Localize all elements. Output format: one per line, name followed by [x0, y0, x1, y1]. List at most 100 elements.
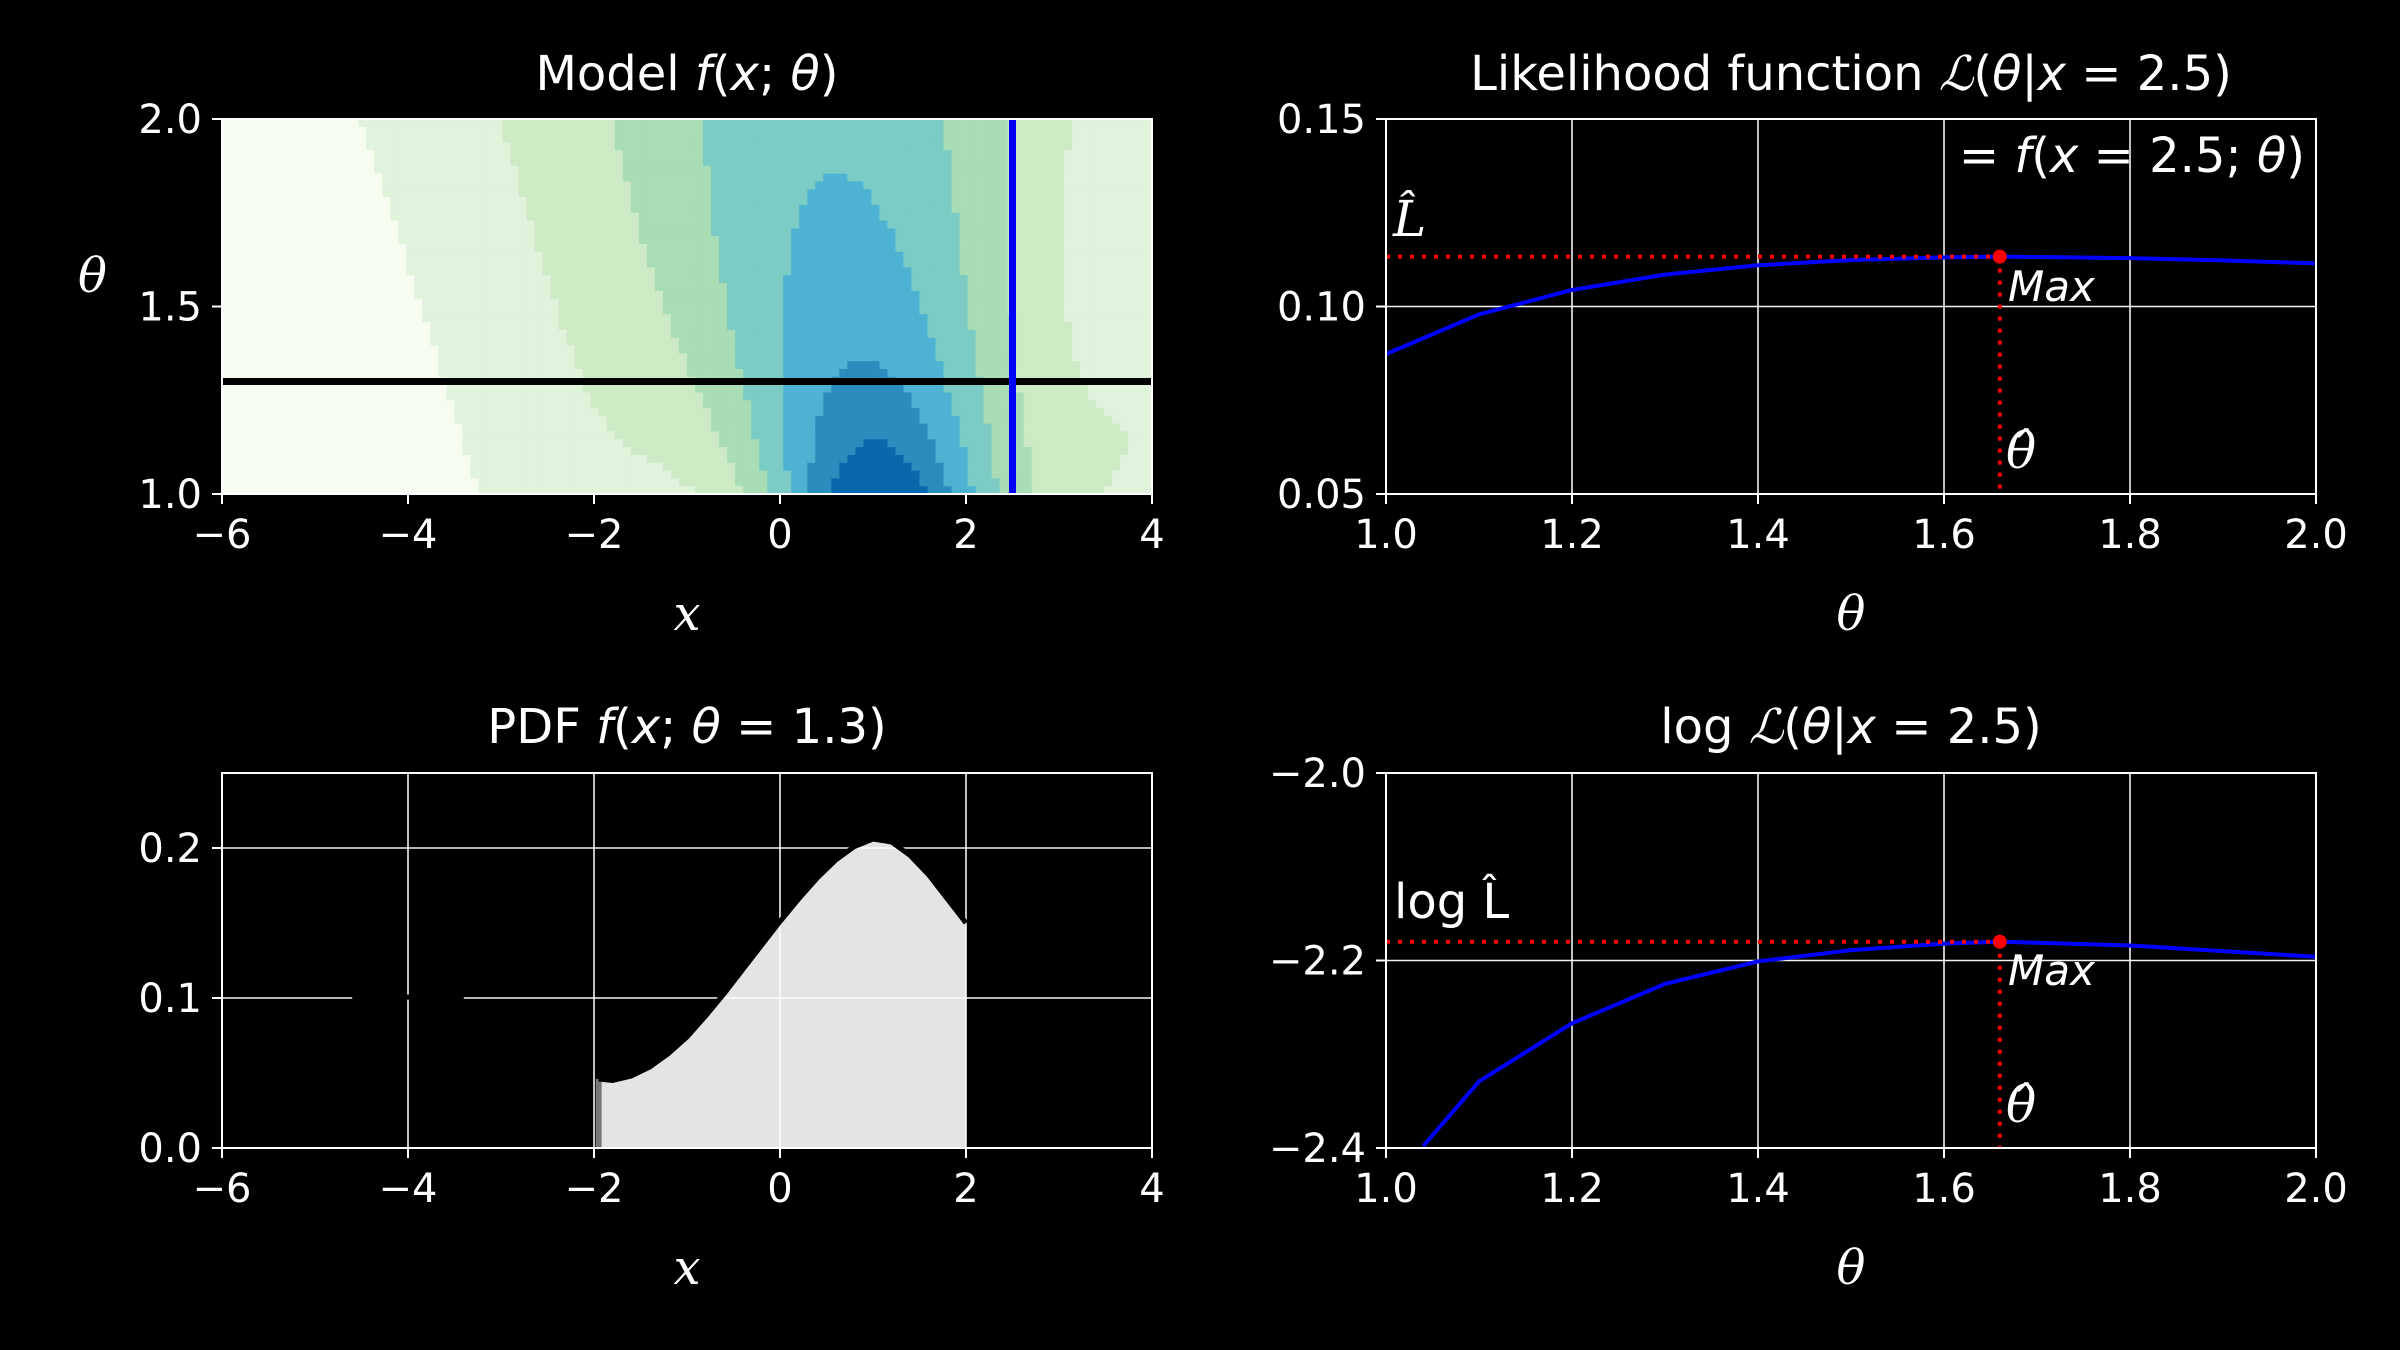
contour-cell — [903, 392, 913, 402]
contour-cell — [1023, 322, 1033, 331]
contour-cell — [831, 142, 841, 152]
contour-cell — [542, 119, 552, 128]
contour-cell — [1063, 119, 1073, 128]
contour-cell — [630, 197, 640, 206]
contour-cell — [695, 408, 704, 417]
contour-cell — [230, 150, 239, 159]
contour-cell — [783, 212, 793, 222]
contour-cell — [574, 439, 584, 448]
contour-cell — [719, 259, 728, 269]
contour-cell — [999, 119, 1009, 128]
contour-cell — [687, 353, 696, 362]
contour-cell — [422, 181, 432, 191]
contour-cell — [678, 236, 688, 245]
contour-cell — [310, 267, 320, 277]
contour-cell — [1071, 400, 1081, 409]
contour-cell — [582, 415, 592, 425]
contour-cell — [967, 158, 977, 167]
contour-cell — [1079, 181, 1089, 191]
contour-cell — [366, 290, 376, 300]
contour-cell — [687, 251, 696, 261]
contour-cell — [534, 220, 544, 230]
contour-cell — [831, 197, 841, 206]
contour-cell — [1127, 361, 1137, 370]
contour-cell — [350, 408, 360, 417]
contour-cell — [783, 126, 793, 136]
contour-cell — [486, 251, 496, 261]
contour-cell — [486, 353, 496, 362]
contour-cell — [1127, 306, 1137, 316]
contour-cell — [975, 181, 985, 191]
contour-cell — [334, 251, 344, 261]
contour-cell — [703, 158, 712, 167]
contour-cell — [1071, 439, 1081, 448]
contour-cell — [222, 439, 231, 448]
contour-cell — [406, 283, 416, 292]
contour-cell — [863, 126, 873, 136]
contour-cell — [799, 369, 809, 378]
contour-cell — [1143, 181, 1152, 191]
contour-cell — [959, 134, 969, 144]
contour-cell — [911, 306, 921, 316]
contour-cell — [518, 369, 528, 378]
contour-cell — [342, 423, 352, 433]
contour-cell — [278, 119, 287, 128]
contour-cell — [230, 329, 239, 339]
contour-cell — [374, 353, 384, 362]
contour-cell — [1119, 244, 1129, 253]
contour-cell — [502, 369, 512, 378]
contour-cell — [622, 408, 632, 417]
contour-cell — [1063, 220, 1073, 230]
contour-cell — [334, 244, 344, 253]
contour-cell — [574, 431, 584, 441]
contour-cell — [606, 345, 616, 355]
contour-cell — [390, 244, 400, 253]
contour-cell — [855, 384, 865, 394]
contour-cell — [574, 447, 584, 456]
contour-cell — [382, 447, 392, 456]
contour-cell — [711, 259, 720, 269]
contour-cell — [350, 236, 360, 245]
contour-cell — [462, 329, 472, 339]
contour-cell — [1095, 306, 1105, 316]
contour-cell — [831, 447, 841, 456]
contour-cell — [1055, 439, 1065, 448]
contour-cell — [847, 259, 857, 269]
contour-cell — [775, 158, 785, 167]
contour-cell — [767, 181, 776, 191]
contour-cell — [1039, 369, 1049, 378]
contour-cell — [598, 126, 608, 136]
contour-cell — [767, 361, 776, 370]
contour-cell — [366, 150, 376, 159]
contour-cell — [903, 204, 913, 214]
contour-cell — [815, 369, 825, 378]
contour-cell — [919, 415, 929, 425]
contour-cell — [510, 314, 520, 323]
contour-cell — [975, 361, 985, 370]
contour-cell — [286, 197, 295, 206]
contour-cell — [807, 173, 817, 183]
contour-cell — [270, 439, 279, 448]
contour-cell — [1039, 275, 1049, 284]
contour-cell — [887, 361, 897, 370]
contour-cell — [967, 306, 977, 316]
contour-cell — [278, 290, 287, 300]
contour-cell — [606, 204, 616, 214]
contour-cell — [534, 306, 544, 316]
contour-cell — [286, 142, 295, 152]
contour-cell — [959, 189, 969, 198]
contour-cell — [470, 337, 480, 347]
contour-cell — [1039, 244, 1049, 253]
contour-cell — [1103, 173, 1113, 183]
contour-cell — [735, 244, 744, 253]
contour-cell — [470, 267, 480, 277]
contour-cell — [278, 134, 287, 144]
contour-cell — [1063, 142, 1073, 152]
contour-cell — [1071, 369, 1081, 378]
contour-cell — [1079, 228, 1089, 237]
contour-cell — [566, 181, 576, 191]
contour-cell — [342, 134, 352, 144]
contour-cell — [839, 259, 849, 269]
contour-cell — [310, 423, 320, 433]
